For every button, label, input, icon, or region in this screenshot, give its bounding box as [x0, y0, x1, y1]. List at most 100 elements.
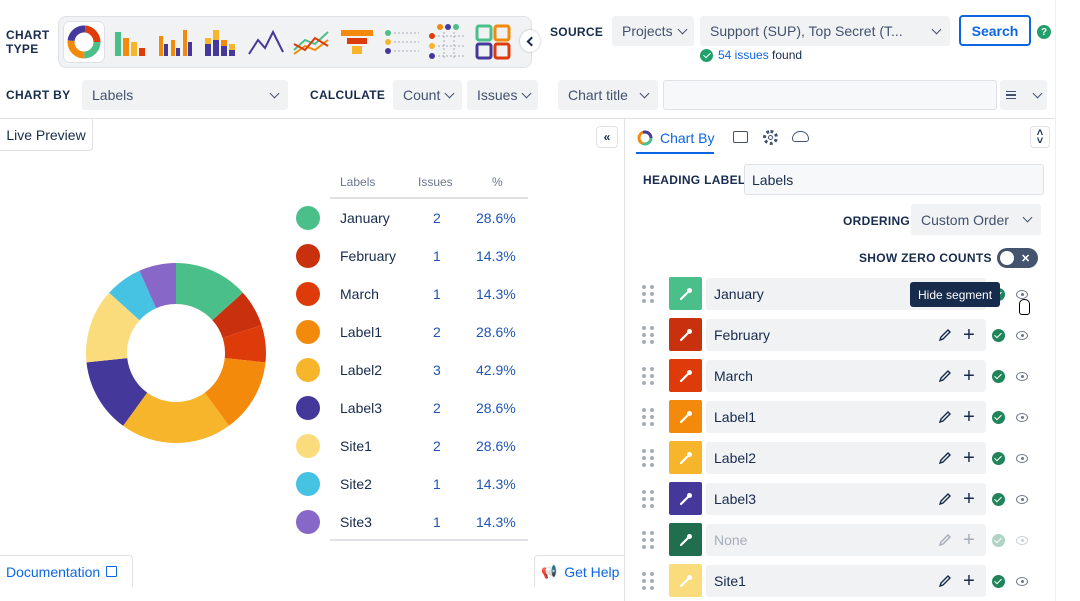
eye-icon[interactable]: [1014, 368, 1030, 384]
legend-pct[interactable]: 14.3%: [476, 476, 516, 492]
legend-pct[interactable]: 28.6%: [476, 400, 516, 416]
check-icon[interactable]: [990, 409, 1006, 425]
segment-color-button[interactable]: [669, 441, 702, 474]
collapse-preview-button[interactable]: «: [596, 126, 618, 148]
documentation-link[interactable]: Documentation: [0, 555, 133, 587]
legend-row[interactable]: Site3 1 14.3%: [296, 503, 528, 541]
legend-row[interactable]: February 1 14.3%: [296, 237, 528, 275]
segment-row[interactable]: Label1 +: [640, 400, 1040, 434]
segment-color-button[interactable]: [669, 359, 702, 392]
eye-icon[interactable]: [1014, 286, 1030, 302]
segment-row[interactable]: Site1 +: [640, 564, 1040, 598]
calculate-of-select[interactable]: Issues: [467, 80, 538, 110]
check-icon[interactable]: [990, 450, 1006, 466]
segment-label-field[interactable]: None: [706, 524, 986, 556]
get-help-button[interactable]: 📢 Get Help: [534, 555, 624, 587]
segment-color-button[interactable]: [669, 482, 702, 515]
segment-label-field[interactable]: Label3: [706, 483, 986, 515]
pencil-icon[interactable]: [937, 491, 953, 507]
chart-type-matrix[interactable]: [428, 22, 468, 62]
chart-type-scroll-left[interactable]: [520, 30, 540, 52]
comment-icon[interactable]: [733, 131, 748, 143]
legend-pct[interactable]: 14.3%: [476, 514, 516, 530]
segment-row[interactable]: Label2 +: [640, 441, 1040, 475]
plus-icon[interactable]: +: [963, 446, 975, 469]
chart-title-align-select[interactable]: [1000, 80, 1047, 110]
plus-icon[interactable]: +: [963, 364, 975, 387]
donut-slice-site2[interactable]: [109, 270, 157, 321]
segment-color-button[interactable]: [669, 318, 702, 351]
segment-label-field[interactable]: Label2: [706, 442, 986, 474]
project-select[interactable]: Support (SUP), Top Secret (T...: [700, 16, 950, 46]
donut-slice-site3[interactable]: [139, 263, 176, 309]
segment-row[interactable]: March +: [640, 359, 1040, 393]
pencil-icon[interactable]: [937, 532, 953, 548]
check-icon[interactable]: [990, 573, 1006, 589]
donut-slice-january[interactable]: [176, 263, 243, 321]
donut-slice-february[interactable]: [212, 292, 262, 338]
drag-handle-icon[interactable]: [642, 326, 654, 344]
eye-icon[interactable]: [1014, 327, 1030, 343]
ordering-select[interactable]: Custom Order: [911, 204, 1041, 235]
segment-row[interactable]: February +: [640, 318, 1040, 352]
chart-type-tiles[interactable]: [473, 22, 513, 62]
donut-slice-site1[interactable]: [86, 292, 140, 363]
segment-label-field[interactable]: Site1: [706, 565, 986, 597]
chart-type-line[interactable]: [246, 22, 286, 62]
segment-color-button[interactable]: [669, 277, 702, 310]
legend-pct[interactable]: 28.6%: [476, 210, 516, 226]
legend-pct[interactable]: 42.9%: [476, 362, 516, 378]
donut-slice-label1[interactable]: [204, 358, 266, 426]
plus-icon[interactable]: +: [963, 528, 975, 551]
drag-handle-icon[interactable]: [642, 285, 654, 303]
legend-count[interactable]: 1: [433, 286, 441, 302]
legend-row[interactable]: March 1 14.3%: [296, 275, 528, 313]
eye-icon[interactable]: [1014, 573, 1030, 589]
legend-pct[interactable]: 14.3%: [476, 248, 516, 264]
pencil-icon[interactable]: [937, 450, 953, 466]
pencil-icon[interactable]: [937, 409, 953, 425]
cloud-upload-icon[interactable]: [792, 131, 809, 142]
collapse-settings-button[interactable]: ˄ ˅: [1030, 126, 1050, 148]
chart-type-table[interactable]: [382, 22, 422, 62]
plus-icon[interactable]: +: [963, 323, 975, 346]
eye-icon[interactable]: [1014, 450, 1030, 466]
eye-icon[interactable]: [1014, 532, 1030, 548]
legend-pct[interactable]: 14.3%: [476, 286, 516, 302]
legend-count[interactable]: 1: [433, 514, 441, 530]
check-icon[interactable]: [990, 532, 1006, 548]
drag-handle-icon[interactable]: [642, 572, 654, 590]
chart-title-select[interactable]: Chart title: [558, 80, 658, 110]
legend-row[interactable]: Label3 2 28.6%: [296, 389, 528, 427]
chart-type-funnel[interactable]: [337, 22, 377, 62]
chart-by-select[interactable]: Labels: [82, 80, 288, 110]
tab-chart-by[interactable]: Chart By: [636, 126, 715, 154]
legend-row[interactable]: Label1 2 28.6%: [296, 313, 528, 351]
legend-count[interactable]: 2: [433, 400, 441, 416]
drag-handle-icon[interactable]: [642, 449, 654, 467]
legend-count[interactable]: 2: [433, 210, 441, 226]
check-icon[interactable]: [990, 368, 1006, 384]
legend-count[interactable]: 2: [433, 438, 441, 454]
chart-type-multi-line[interactable]: [291, 22, 331, 62]
legend-count[interactable]: 2: [433, 324, 441, 340]
segment-color-button[interactable]: [669, 400, 702, 433]
segment-row[interactable]: Label3 +: [640, 482, 1040, 516]
chart-type-bar[interactable]: [110, 22, 150, 62]
source-select[interactable]: Projects: [612, 16, 694, 46]
check-icon[interactable]: [990, 327, 1006, 343]
calculate-select[interactable]: Count: [393, 80, 462, 110]
segment-label-field[interactable]: March: [706, 360, 986, 392]
drag-handle-icon[interactable]: [642, 367, 654, 385]
segment-label-field[interactable]: Label1: [706, 401, 986, 433]
pencil-icon[interactable]: [937, 368, 953, 384]
plus-icon[interactable]: +: [963, 405, 975, 428]
legend-row[interactable]: Site2 1 14.3%: [296, 465, 528, 503]
segment-row[interactable]: None +: [640, 523, 1040, 557]
chart-type-donut[interactable]: [64, 22, 104, 62]
legend-row[interactable]: January 2 28.6%: [296, 199, 528, 237]
donut-slice-label3[interactable]: [86, 358, 148, 426]
legend-pct[interactable]: 28.6%: [476, 324, 516, 340]
drag-handle-icon[interactable]: [642, 531, 654, 549]
segment-color-button[interactable]: [669, 564, 702, 597]
